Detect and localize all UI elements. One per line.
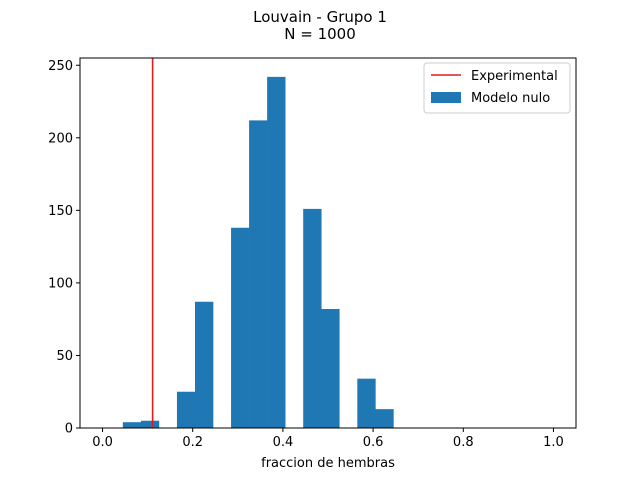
x-tick-label: 0.6 — [363, 435, 384, 450]
histogram-bar-3 — [194, 301, 214, 428]
histogram-bar-4 — [231, 227, 250, 428]
x-axis-label: fraccion de hembras — [261, 456, 395, 471]
y-tick-label: 50 — [56, 349, 73, 364]
histogram-bar-5 — [249, 120, 268, 428]
y-tick-label: 100 — [48, 276, 73, 291]
x-tick-label: 0.4 — [273, 435, 294, 450]
y-tick-label: 250 — [48, 59, 73, 74]
plot-frame — [79, 57, 577, 429]
x-tick-label: 0.8 — [453, 435, 474, 450]
chart-subtitle: N = 1000 — [284, 25, 356, 43]
chart-title: Louvain - Grupo 1 — [253, 8, 387, 26]
histogram-bar-8 — [321, 309, 340, 428]
legend: Experimental Modelo nulo — [423, 62, 571, 114]
histogram-bar-10 — [375, 409, 394, 428]
x-tick-label: 1.0 — [543, 435, 564, 450]
legend-experimental-label: Experimental — [471, 69, 558, 84]
x-tick-label: 0.0 — [92, 435, 113, 450]
histogram-bars — [122, 76, 394, 429]
x-tick-label: 0.2 — [182, 435, 203, 450]
histogram-bar-0 — [122, 422, 142, 428]
legend-modelo-nulo-label: Modelo nulo — [471, 91, 550, 106]
y-axis-ticks: 0 50 100 150 200 250 — [48, 59, 80, 437]
y-tick-label: 0 — [65, 422, 73, 437]
histogram-bar-7 — [303, 208, 322, 428]
histogram-bar-6 — [267, 76, 286, 429]
histogram-bar-2 — [176, 391, 196, 428]
y-tick-label: 150 — [48, 204, 73, 219]
x-axis-ticks: 0.0 0.2 0.4 0.6 0.8 1.0 — [92, 428, 564, 450]
histogram-bar-9 — [357, 378, 376, 428]
y-tick-label: 200 — [48, 131, 73, 146]
legend-modelo-nulo-swatch — [431, 92, 461, 103]
histogram-bar-1 — [140, 420, 160, 428]
